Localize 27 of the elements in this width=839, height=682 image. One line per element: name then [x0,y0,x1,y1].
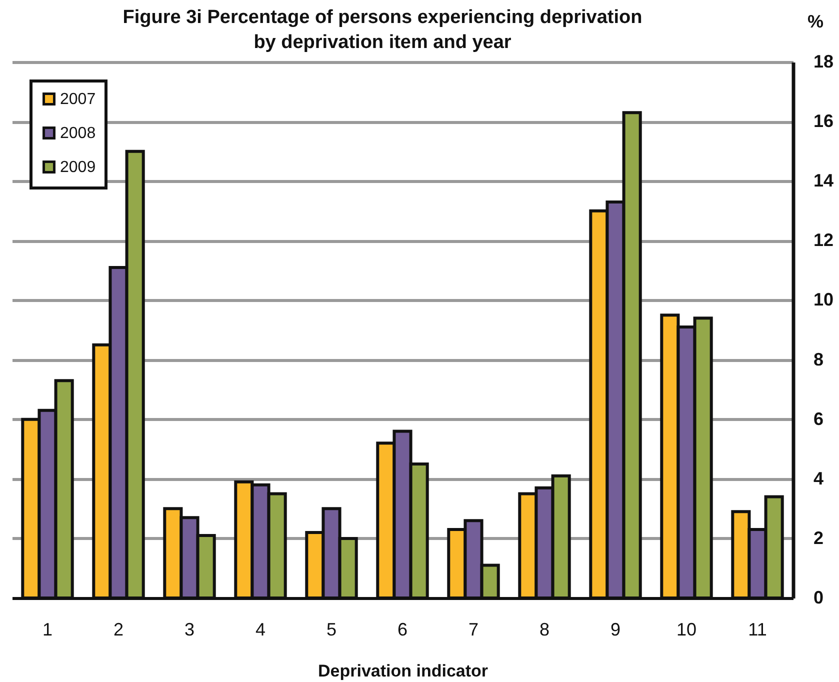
y-tick-label: 0 [814,588,824,608]
y-axis-title: % [807,12,824,32]
x-axis-title: Deprivation indicator [318,662,488,680]
x-tick-label: 5 [326,620,337,640]
x-tick-label: 4 [255,620,266,640]
x-tick-label: 11 [748,620,767,640]
x-tick-label: 7 [468,620,479,640]
y-tick-label: 12 [814,230,834,250]
x-tick-label: 2 [113,620,124,640]
legend-label: 2008 [60,125,96,142]
y-tick-label: 2 [814,528,824,548]
chart-title: Figure 3i Percentage of persons experiencing deprivation by deprivation item and year [122,7,642,53]
y-tick-label: 14 [814,170,834,191]
y-tick-label: 6 [814,408,824,429]
x-tick-label: 6 [397,620,408,640]
y-tick-label: 18 [814,52,834,72]
y-tick-label: 4 [814,468,824,488]
x-tick-label: 8 [539,620,550,640]
x-tick-label: 9 [610,620,621,640]
x-tick-label: 1 [42,620,53,640]
y-tick-label: 10 [814,290,834,310]
y-tick-label: 8 [814,349,824,370]
x-tick-label: 3 [184,620,195,640]
legend-label: 2007 [60,91,96,108]
y-tick-label: 16 [814,111,834,132]
x-tick-label: 10 [676,620,697,640]
legend-label: 2009 [60,159,96,176]
